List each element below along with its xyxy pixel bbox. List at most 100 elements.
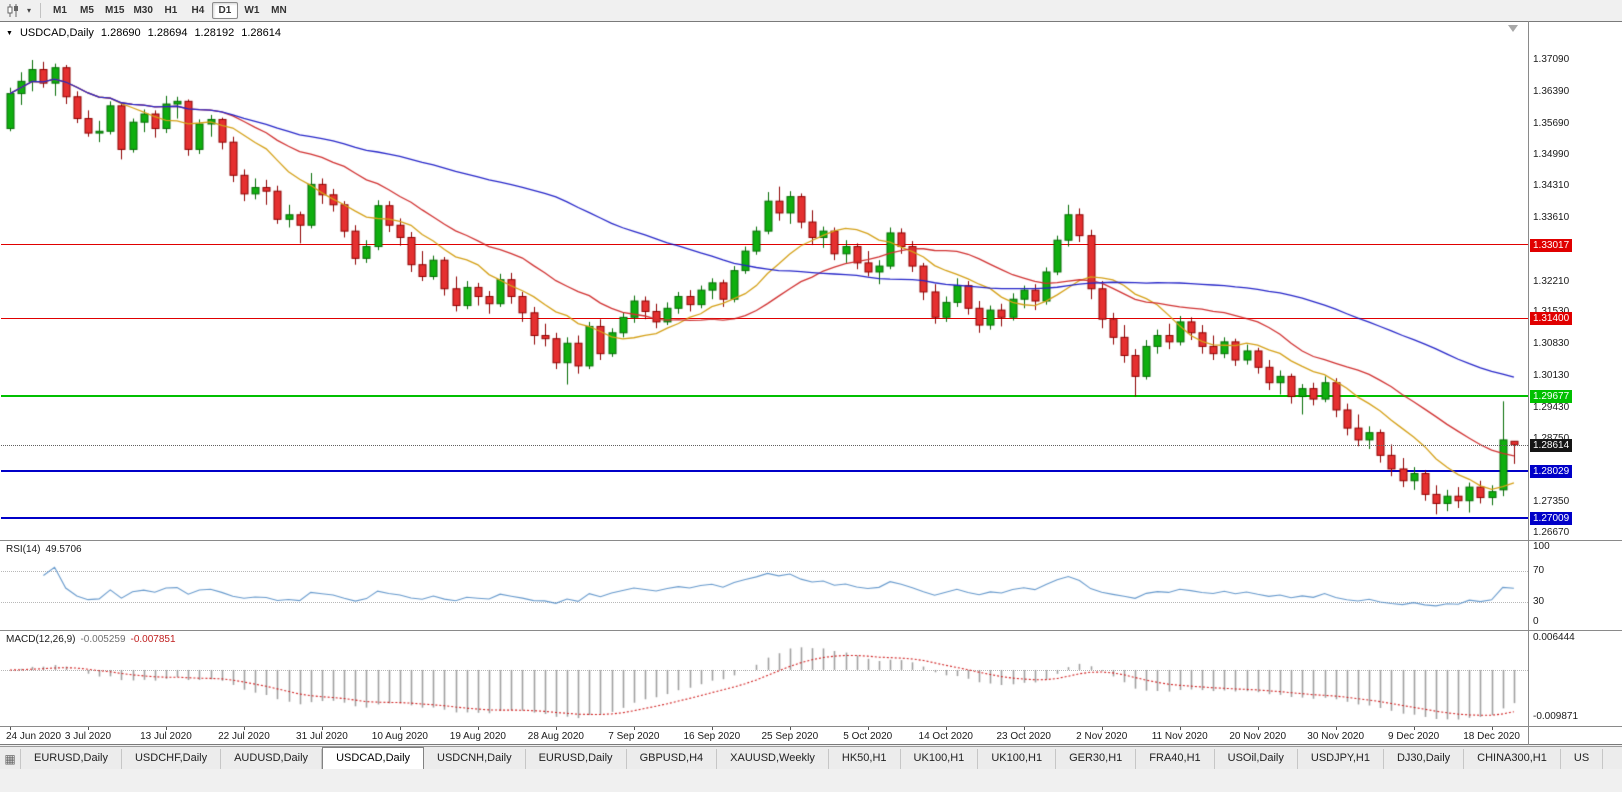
price-axis-label: 1.30830: [1533, 338, 1570, 350]
macd-panel-separator[interactable]: [0, 630, 1622, 631]
chart-tab-4-usdcnh-daily[interactable]: USDCNH,Daily: [424, 749, 526, 769]
price-chart-canvas[interactable]: [0, 21, 1622, 745]
one-click-trading-toggle-icon[interactable]: ▼: [6, 29, 13, 37]
chart-tab-14-usdjpy-h1[interactable]: USDJPY,H1: [1297, 749, 1384, 769]
price-level-tag: 1.31400: [1530, 312, 1573, 326]
macd-axis-max-label: 0.006444: [1533, 632, 1575, 644]
date-axis-tick: [1335, 726, 1337, 730]
rsi-value: 49.5706: [45, 544, 82, 555]
macd-indicator-label: MACD(12,26,9) -0.005259 -0.007851: [6, 634, 176, 645]
price-level-tag: 1.27009: [1530, 511, 1573, 525]
price-axis-label: 1.31530: [1533, 307, 1569, 317]
chart-tab-17-us[interactable]: US: [1560, 749, 1604, 769]
chart-tab-16-china300-h1[interactable]: CHINA300,H1: [1464, 749, 1561, 769]
chart-tab-2-audusd-daily[interactable]: AUDUSD,Daily: [221, 749, 323, 769]
macd-axis-min-label: -0.009871: [1533, 711, 1579, 723]
bar-open-value: 1.28690: [100, 27, 141, 39]
date-axis-tick: [10, 726, 11, 730]
date-axis-label: 10 Aug 2020: [371, 731, 428, 742]
chart-tab-6-gbpusd-h4[interactable]: GBPUSD,H4: [626, 749, 718, 769]
date-axis-label: 13 Jul 2020: [140, 731, 192, 742]
date-axis-label: 24 Jun 2020: [6, 731, 62, 742]
date-axis-tick: [789, 726, 791, 730]
timeframe-button-mn[interactable]: MN: [266, 2, 292, 19]
chart-type-dropdown-caret-icon[interactable]: ▾: [26, 6, 31, 15]
chart-tab-9-uk100-h1[interactable]: UK100,H1: [900, 749, 979, 769]
price-axis-label: 1.34310: [1533, 180, 1570, 192]
rsi-panel-separator[interactable]: [0, 540, 1622, 541]
price-level-tag: 1.28029: [1530, 465, 1573, 479]
date-axis-tick: [945, 726, 947, 730]
rsi-axis-label: 0: [1533, 616, 1539, 627]
chart-tab-13-usoil-daily[interactable]: USOil,Daily: [1214, 749, 1298, 769]
chart-tab-5-eurusd-daily[interactable]: EURUSD,Daily: [525, 749, 627, 769]
date-axis-label: 20 Nov 2020: [1229, 731, 1287, 742]
date-axis-label: 25 Sep 2020: [761, 731, 819, 742]
date-axis-label: 16 Sep 2020: [683, 731, 741, 742]
timeframe-buttons-group: M1 M5 M15 M30 H1 H4 D1 W1 MN: [47, 2, 292, 19]
date-axis-label: 23 Oct 2020: [996, 731, 1051, 742]
date-axis-tick: [165, 726, 167, 730]
bar-low-value: 1.28192: [194, 27, 235, 39]
chart-tab-8-hk50-h1[interactable]: HK50,H1: [828, 749, 901, 769]
date-axis-label: 30 Nov 2020: [1307, 731, 1365, 742]
date-axis-separator: [0, 726, 1622, 727]
date-axis-tick: [243, 726, 245, 730]
macd-main-value: -0.005259: [80, 634, 126, 645]
price-axis-label: 1.36390: [1533, 85, 1570, 97]
date-axis-label: 9 Dec 2020: [1388, 731, 1440, 742]
chart-tab-10-uk100-h1[interactable]: UK100,H1: [978, 749, 1057, 769]
timeframe-button-m5[interactable]: M5: [74, 2, 100, 19]
chart-tab-0-eurusd-daily[interactable]: EURUSD,Daily: [21, 749, 122, 769]
timeframe-button-w1[interactable]: W1: [239, 2, 265, 19]
date-axis-tick: [555, 726, 557, 730]
date-axis-label: 22 Jul 2020: [218, 731, 270, 742]
date-axis-label: 14 Oct 2020: [918, 731, 973, 742]
date-axis-tick: [321, 726, 323, 730]
last-price-line: [1, 444, 1528, 446]
price-axis-label: 1.27350: [1533, 496, 1570, 508]
date-axis-label: 7 Sep 2020: [608, 731, 660, 742]
price-axis-label: 1.30130: [1533, 369, 1570, 381]
price-axis-label: 1.29430: [1533, 401, 1570, 413]
price-axis-label: 1.37090: [1533, 54, 1570, 65]
date-axis-label: 19 Aug 2020: [449, 731, 506, 742]
rsi-axis-label: 70: [1533, 564, 1545, 576]
chart-tab-11-ger30-h1[interactable]: GER30,H1: [1056, 749, 1137, 769]
chart-shift-marker[interactable]: [1508, 25, 1518, 32]
price-axis-label: 1.28750: [1533, 433, 1569, 444]
chart-tab-7-xauusd-weekly[interactable]: XAUUSD,Weekly: [717, 749, 829, 769]
timeframe-button-d1[interactable]: D1: [211, 2, 238, 19]
rsi-indicator-label: RSI(14) 49.5706: [6, 544, 82, 555]
timeframe-button-h1[interactable]: H1: [158, 2, 184, 19]
macd-name: MACD(12,26,9): [6, 634, 76, 645]
chart-tab-bar: ▦ EURUSD,Daily USDCHF,Daily AUDUSD,Daily US…: [0, 746, 1622, 769]
date-axis-label: 18 Dec 2020: [1463, 731, 1520, 742]
date-axis-tick: [1413, 726, 1415, 730]
price-level-tag: 1.33017: [1530, 238, 1573, 252]
window-list-icon[interactable]: ▦: [0, 749, 21, 769]
chart-tab-3-usdcad-daily[interactable]: USDCAD,Daily: [322, 747, 425, 769]
bar-close-value: 1.28614: [241, 27, 281, 39]
price-axis-divider: [1528, 21, 1529, 745]
candlestick-chart-icon[interactable]: [4, 3, 22, 19]
date-axis-label: 31 Jul 2020: [296, 731, 348, 742]
timeframe-button-m15[interactable]: M15: [101, 2, 128, 19]
date-axis-tick: [867, 726, 869, 730]
price-axis-label: 1.32210: [1533, 275, 1570, 287]
date-axis-tick: [1491, 726, 1493, 730]
date-axis-tick: [477, 726, 479, 730]
timeframe-button-m1[interactable]: M1: [47, 2, 73, 19]
date-axis-tick: [1023, 726, 1025, 730]
last-price-tag: 1.28614: [1530, 438, 1573, 452]
chart-tab-1-usdchf-daily[interactable]: USDCHF,Daily: [121, 749, 222, 769]
chart-tab-12-fra40-h1[interactable]: FRA40,H1: [1136, 749, 1215, 769]
timeframe-button-m30[interactable]: M30: [129, 2, 156, 19]
chart-tab-15-dj30-daily[interactable]: DJ30,Daily: [1383, 749, 1465, 769]
date-axis-tick: [1179, 726, 1181, 730]
date-axis-label: 28 Aug 2020: [527, 731, 584, 742]
timeframe-button-h4[interactable]: H4: [185, 2, 211, 19]
date-axis-label: 2 Nov 2020: [1076, 731, 1128, 742]
date-axis-tick: [1101, 726, 1103, 730]
